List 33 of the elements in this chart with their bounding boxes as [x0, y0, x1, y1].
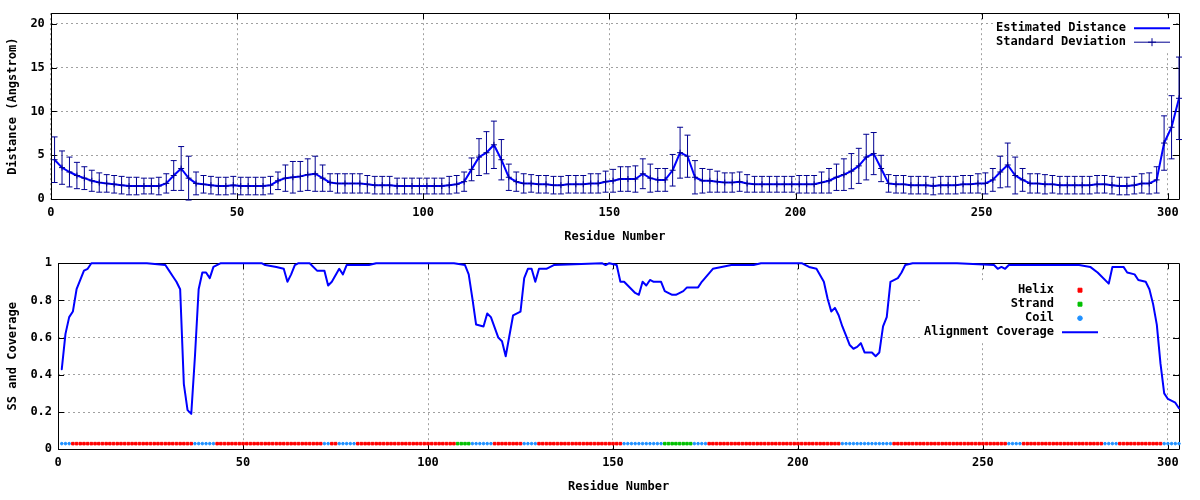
x-tick-label: 300: [1156, 204, 1179, 219]
x-tick-label: 250: [972, 454, 994, 469]
y-tick-label: 1: [44, 255, 53, 270]
x-tick-label: 150: [598, 204, 621, 219]
y-tick-label: 0: [44, 441, 53, 456]
y-axis-title: Distance (Angstrom): [5, 37, 20, 175]
legend-label: Estimated Distance: [995, 20, 1126, 35]
legend-label: Alignment Coverage: [923, 324, 1054, 339]
x-axis-title: Residue Number: [564, 228, 666, 243]
y-axis-title: SS and Coverage: [5, 302, 20, 411]
y-tick-label: 0: [37, 191, 45, 206]
y-tick-label: 15: [30, 59, 45, 74]
x-tick-label: 200: [784, 204, 807, 219]
y-tick-label: 0.6: [30, 329, 53, 344]
y-tick-label: 0.4: [30, 366, 53, 381]
y-tick-label: 0.8: [30, 292, 53, 307]
y-tick-label: 10: [30, 103, 45, 118]
legend-label: Coil: [1025, 310, 1054, 325]
x-axis-title: Residue Number: [567, 478, 670, 493]
x-tick-label: 100: [417, 454, 439, 469]
x-tick-label: 100: [412, 204, 435, 219]
x-tick-label: 200: [787, 454, 809, 469]
x-tick-label: 250: [970, 204, 993, 219]
legend-label: Strand: [1010, 296, 1054, 311]
x-tick-label: 50: [235, 454, 251, 469]
y-tick-label: 20: [30, 15, 45, 30]
legend-label: Standard Deviation: [995, 34, 1126, 49]
y-tick-label: 0.2: [30, 404, 53, 419]
legend-label: Helix: [1017, 282, 1054, 297]
x-tick-label: 50: [229, 204, 245, 219]
x-tick-label: 150: [602, 454, 624, 469]
y-tick-label: 5: [37, 147, 45, 162]
x-tick-label: 300: [1157, 454, 1179, 469]
